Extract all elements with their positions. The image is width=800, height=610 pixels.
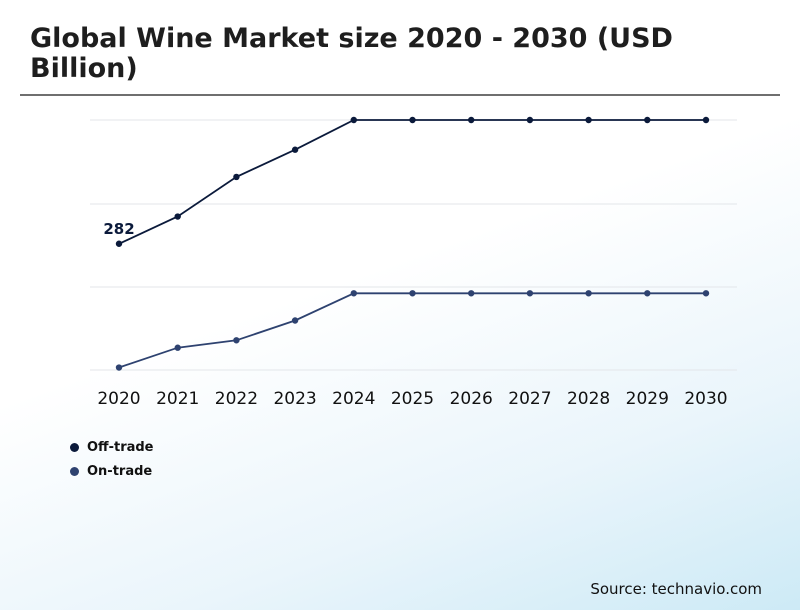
x-tick-label-2026: 2026: [450, 389, 493, 409]
series-line-off-trade: [118, 119, 706, 245]
data-point-on-trade-2023: [291, 317, 299, 324]
data-point-on-trade-2028: [585, 290, 592, 297]
legend: Off-trade On-trade: [70, 435, 154, 483]
data-point-on-trade-2030: [702, 290, 710, 297]
data-point-on-trade-2027: [526, 290, 534, 297]
data-point-on-trade-2024: [350, 290, 357, 297]
x-tick-label-2030: 2030: [684, 389, 727, 409]
data-point-on-trade-2021: [174, 344, 181, 351]
chart-title: Global Wine Market size 2020 - 2030 (USD…: [30, 23, 673, 84]
data-point-on-trade-2026: [468, 290, 475, 297]
title-divider: [20, 94, 780, 96]
legend-marker-on-trade: [70, 466, 79, 476]
legend-item-on-trade[interactable]: On-trade: [70, 459, 154, 483]
x-tick-label-2025: 2025: [391, 389, 434, 409]
x-tick-label-2027: 2027: [508, 389, 551, 409]
x-tick-label-2023: 2023: [273, 389, 316, 409]
data-point-off-trade-2023: [291, 146, 299, 153]
data-point-off-trade-2021: [174, 213, 181, 220]
legend-label-off-trade: Off-trade: [87, 439, 154, 455]
legend-label-on-trade: On-trade: [87, 463, 153, 479]
data-label-0: 282: [103, 220, 134, 238]
data-point-on-trade-2020: [115, 364, 123, 371]
x-tick-label-2021: 2021: [156, 389, 199, 409]
series-line-on-trade: [118, 292, 706, 369]
data-point-on-trade-2025: [409, 290, 416, 297]
data-point-off-trade-2027: [526, 116, 534, 124]
data-point-off-trade-2029: [644, 116, 651, 124]
x-tick-label-2024: 2024: [332, 389, 375, 409]
data-point-on-trade-2022: [233, 337, 240, 344]
data-point-off-trade-2025: [409, 116, 416, 124]
data-point-on-trade-2029: [644, 290, 651, 297]
data-point-off-trade-2026: [468, 116, 475, 124]
legend-marker-off-trade: [70, 442, 79, 452]
x-tick-label-2022: 2022: [215, 389, 258, 409]
data-point-off-trade-2020: [115, 240, 123, 247]
x-tick-label-2029: 2029: [626, 389, 669, 409]
source-credit: Source: technavio.com: [590, 580, 762, 598]
data-point-off-trade-2024: [350, 116, 357, 124]
legend-item-off-trade[interactable]: Off-trade: [70, 435, 154, 459]
x-tick-label-2028: 2028: [567, 389, 610, 409]
data-point-off-trade-2030: [702, 116, 710, 124]
x-tick-label-2020: 2020: [97, 389, 140, 409]
data-point-off-trade-2028: [585, 116, 592, 124]
data-point-off-trade-2022: [233, 173, 240, 181]
line-chart: 282 2020 2021 2022 2023 2024 2025 2026 2027 2028 2…: [90, 116, 737, 409]
